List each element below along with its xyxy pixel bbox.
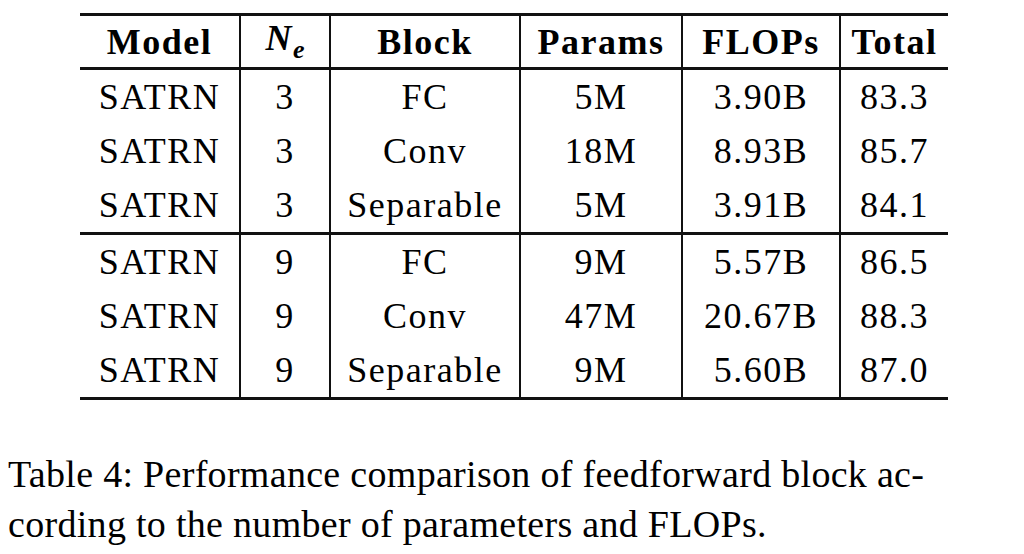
header-ne: Ne (240, 15, 330, 69)
cell-model: SATRN (80, 234, 240, 289)
table-row: SATRN 9 Separable 9M 5.60B 87.0 (80, 344, 948, 399)
table-row: SATRN 3 FC 5M 3.90B 83.3 (80, 69, 948, 124)
cell-block: FC (330, 69, 520, 124)
cell-params: 5M (520, 179, 682, 234)
cell-ne: 3 (240, 179, 330, 234)
cell-ne: 9 (240, 234, 330, 289)
cell-model: SATRN (80, 124, 240, 179)
table-row: SATRN 9 FC 9M 5.57B 86.5 (80, 234, 948, 289)
ne-subscript: e (293, 35, 305, 64)
cell-flops: 5.57B (682, 234, 840, 289)
cell-block: Separable (330, 344, 520, 399)
cell-ne: 9 (240, 344, 330, 399)
cell-block: FC (330, 234, 520, 289)
cell-total: 87.0 (840, 344, 948, 399)
header-block: Block (330, 15, 520, 69)
table-row: SATRN 9 Conv 47M 20.67B 88.3 (80, 289, 948, 344)
cell-total: 85.7 (840, 124, 948, 179)
table-caption: Table 4: Performance comparison of feedf… (8, 449, 1012, 549)
cell-block: Conv (330, 289, 520, 344)
cell-model: SATRN (80, 344, 240, 399)
cell-params: 47M (520, 289, 682, 344)
cell-params: 5M (520, 69, 682, 124)
cell-model: SATRN (80, 69, 240, 124)
ne-symbol: N (265, 18, 293, 58)
cell-total: 83.3 (840, 69, 948, 124)
table-header-row: Model Ne Block Params FLOPs Total (80, 15, 948, 69)
caption-line-1: Table 4: Performance comparison of feedf… (8, 449, 1012, 499)
cell-block: Conv (330, 124, 520, 179)
cell-ne: 9 (240, 289, 330, 344)
results-table: Model Ne Block Params FLOPs Total SATRN … (80, 13, 948, 400)
header-params: Params (520, 15, 682, 69)
header-model: Model (80, 15, 240, 69)
cell-ne: 3 (240, 124, 330, 179)
cell-ne: 3 (240, 69, 330, 124)
paper-page: Model Ne Block Params FLOPs Total SATRN … (0, 0, 1024, 554)
cell-flops: 3.91B (682, 179, 840, 234)
cell-flops: 5.60B (682, 344, 840, 399)
cell-total: 86.5 (840, 234, 948, 289)
cell-params: 9M (520, 234, 682, 289)
caption-line-2: cording to the number of parameters and … (8, 499, 1012, 549)
table-row: SATRN 3 Separable 5M 3.91B 84.1 (80, 179, 948, 234)
cell-flops: 20.67B (682, 289, 840, 344)
cell-flops: 3.90B (682, 69, 840, 124)
header-total: Total (840, 15, 948, 69)
cell-total: 84.1 (840, 179, 948, 234)
cell-flops: 8.93B (682, 124, 840, 179)
cell-model: SATRN (80, 289, 240, 344)
header-flops: FLOPs (682, 15, 840, 69)
cell-model: SATRN (80, 179, 240, 234)
cell-params: 18M (520, 124, 682, 179)
cell-total: 88.3 (840, 289, 948, 344)
cell-block: Separable (330, 179, 520, 234)
table-row: SATRN 3 Conv 18M 8.93B 85.7 (80, 124, 948, 179)
cell-params: 9M (520, 344, 682, 399)
